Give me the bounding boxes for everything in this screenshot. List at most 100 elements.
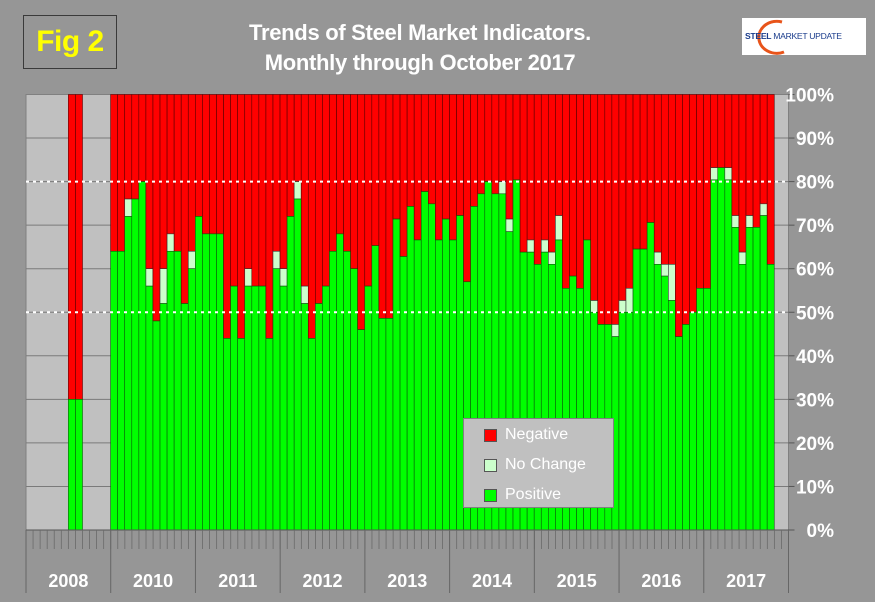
bar-negative xyxy=(300,94,309,287)
bar-positive xyxy=(646,222,655,531)
bar-positive xyxy=(632,248,641,531)
bar-positive xyxy=(618,311,627,531)
bar-negative xyxy=(131,94,140,200)
bar-no-change xyxy=(526,239,535,253)
bar-positive xyxy=(152,320,161,531)
year-label: 2010 xyxy=(133,571,173,591)
title-line-2: Monthly through October 2017 xyxy=(264,50,576,75)
bar-positive xyxy=(413,239,422,531)
bar-positive xyxy=(668,300,676,531)
bar-positive xyxy=(675,336,683,531)
bar-negative xyxy=(597,94,606,325)
bar-negative xyxy=(449,94,457,241)
bar-positive xyxy=(329,250,337,531)
bar-negative xyxy=(385,94,394,319)
bar-negative xyxy=(209,94,217,235)
bar-positive xyxy=(180,303,189,531)
year-label: 2015 xyxy=(557,571,597,591)
bar-positive xyxy=(385,318,394,531)
bar-positive xyxy=(75,399,83,531)
bar-positive xyxy=(435,239,443,531)
bar-positive xyxy=(322,285,330,531)
bar-positive xyxy=(625,311,634,531)
bar-negative xyxy=(307,94,316,339)
bar-positive xyxy=(724,179,733,531)
bar-positive xyxy=(660,275,669,531)
bar-negative xyxy=(555,94,563,216)
y-tick-label: 0% xyxy=(807,521,835,542)
bar-negative xyxy=(477,94,486,195)
bar-negative xyxy=(710,94,719,168)
bar-positive xyxy=(766,264,775,531)
bar-negative xyxy=(286,94,295,217)
bar-no-change xyxy=(625,287,634,313)
bar-negative xyxy=(110,94,118,252)
bar-no-change xyxy=(187,250,196,269)
bar-negative xyxy=(166,94,175,235)
bar-no-change xyxy=(759,203,768,216)
bar-positive xyxy=(195,216,203,531)
y-tick-label: 60% xyxy=(796,260,834,281)
bar-negative xyxy=(336,94,344,235)
bar-negative xyxy=(533,94,542,265)
bar-negative xyxy=(364,94,373,287)
bar-positive xyxy=(258,285,267,531)
bar-negative xyxy=(406,94,415,207)
bar-positive xyxy=(68,399,76,531)
bar-negative xyxy=(583,94,591,241)
y-tick-label: 20% xyxy=(796,434,834,455)
legend-negative: Negative xyxy=(484,426,568,444)
bar-negative xyxy=(258,94,267,287)
bar-positive xyxy=(159,303,168,531)
bar-positive xyxy=(110,250,118,531)
title-line-1: Trends of Steel Market Indicators. xyxy=(249,20,591,45)
bar-negative xyxy=(293,94,302,182)
year-label: 2008 xyxy=(48,571,88,591)
bar-no-change xyxy=(124,198,133,217)
bar-no-change xyxy=(724,167,733,181)
bar-positive xyxy=(223,338,231,531)
bar-negative xyxy=(562,94,570,289)
bar-positive xyxy=(293,198,302,531)
bar-negative xyxy=(343,94,351,252)
bar-negative xyxy=(569,94,577,277)
bar-positive xyxy=(759,215,768,531)
bar-no-change xyxy=(293,181,302,200)
bar-negative xyxy=(75,94,83,400)
bar-negative xyxy=(413,94,422,241)
bar-no-change xyxy=(244,268,253,287)
bar-positive xyxy=(703,287,712,531)
bar-negative xyxy=(187,94,196,252)
bar-negative xyxy=(731,94,740,216)
bar-negative xyxy=(442,94,450,220)
year-label: 2011 xyxy=(218,571,257,591)
bar-no-change xyxy=(745,215,754,228)
year-label: 2014 xyxy=(472,571,512,591)
bar-negative xyxy=(371,94,380,246)
bar-negative xyxy=(470,94,479,207)
bar-negative xyxy=(745,94,754,216)
bar-negative xyxy=(653,94,662,253)
bar-positive xyxy=(173,250,182,531)
bar-positive xyxy=(336,233,344,531)
y-tick-label: 70% xyxy=(796,216,834,237)
bar-negative xyxy=(717,94,726,168)
bar-negative xyxy=(378,94,387,319)
bar-positive xyxy=(138,181,147,531)
bar-positive xyxy=(696,287,704,531)
bar-no-change xyxy=(498,181,507,195)
bar-no-change xyxy=(738,251,747,265)
bar-positive xyxy=(166,250,175,531)
bar-negative xyxy=(237,94,246,339)
bar-positive xyxy=(399,256,408,531)
bar-negative xyxy=(724,94,733,168)
bar-positive xyxy=(265,338,274,531)
bar-negative xyxy=(392,94,401,220)
bar-positive xyxy=(272,268,281,531)
bar-negative xyxy=(759,94,768,205)
legend-label: No Change xyxy=(505,456,586,473)
bar-positive xyxy=(371,245,380,531)
bar-negative xyxy=(491,94,500,195)
bar-no-change xyxy=(166,233,175,252)
legend-swatch-positive xyxy=(484,488,497,502)
